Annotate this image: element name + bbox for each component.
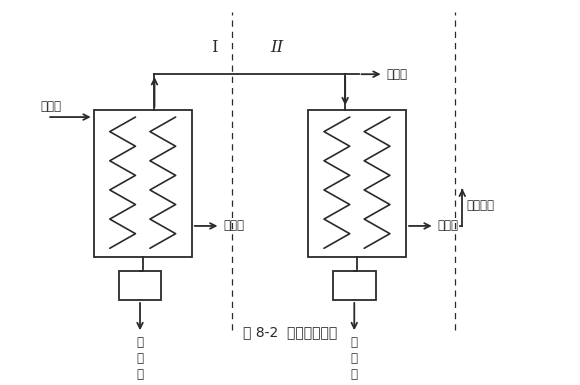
Text: 去下一级: 去下一级 <box>467 199 495 213</box>
Text: 冷
凝
物: 冷 凝 物 <box>136 336 143 381</box>
Text: 原料气: 原料气 <box>40 100 61 114</box>
Bar <box>333 271 376 300</box>
Bar <box>308 110 406 257</box>
Bar <box>93 110 192 257</box>
Text: I: I <box>211 39 218 56</box>
Text: 冷
凝
物: 冷 凝 物 <box>351 336 358 381</box>
Bar <box>118 271 161 300</box>
Text: 冷物流: 冷物流 <box>223 219 244 233</box>
Text: 冷物流: 冷物流 <box>437 219 458 233</box>
Text: 图 8-2  分离级示意图: 图 8-2 分离级示意图 <box>243 325 337 339</box>
Text: II: II <box>270 39 283 56</box>
Text: 冷物流: 冷物流 <box>386 68 407 81</box>
